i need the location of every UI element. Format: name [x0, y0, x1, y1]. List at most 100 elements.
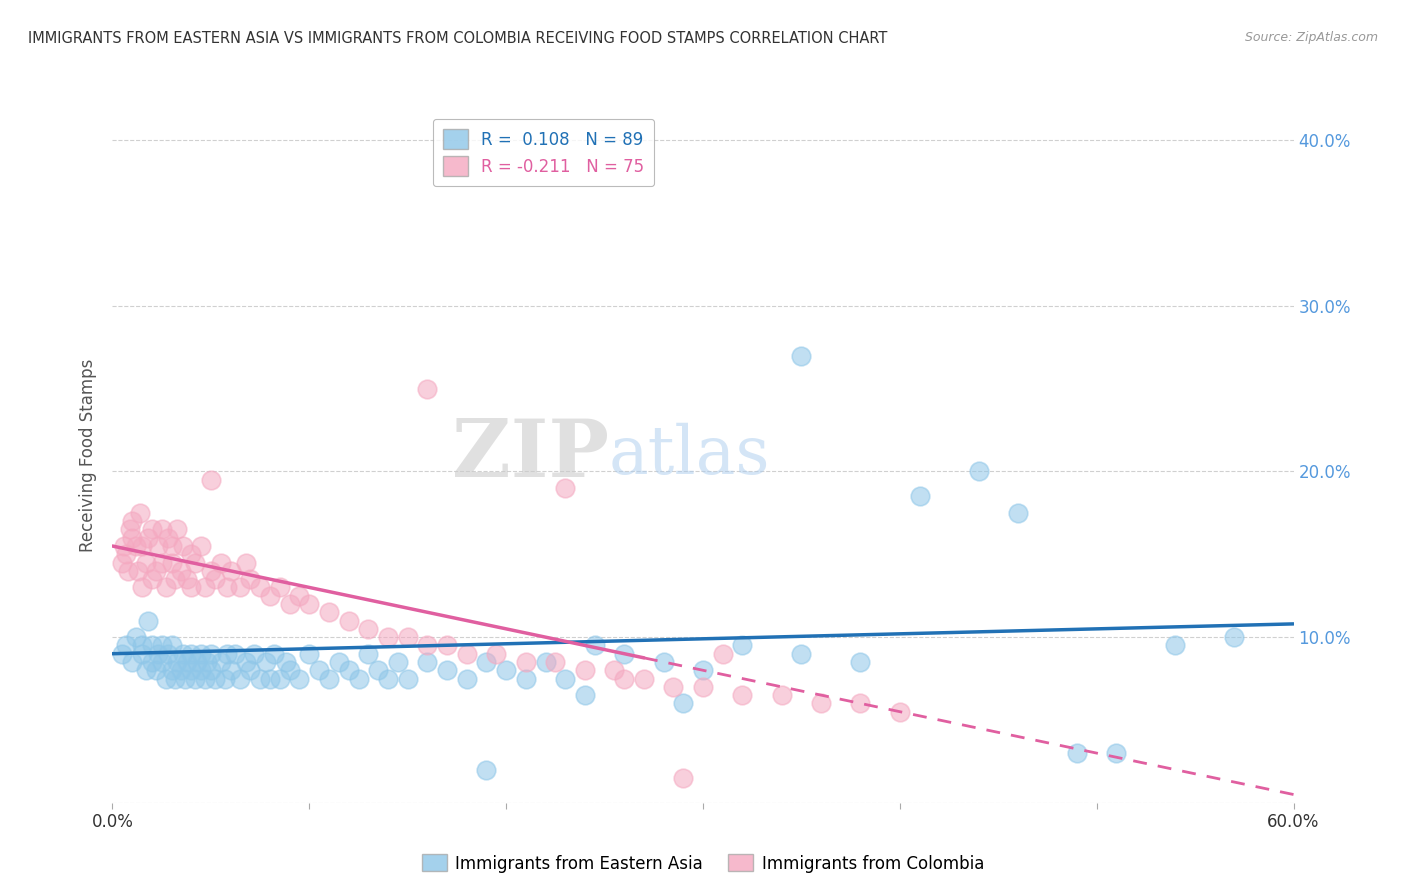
- Point: [711, 647, 734, 661]
- Point: [810, 697, 832, 711]
- Point: [243, 647, 266, 661]
- Point: [731, 688, 754, 702]
- Point: [215, 647, 238, 661]
- Point: [200, 663, 222, 677]
- Point: [186, 655, 208, 669]
- Point: [456, 647, 478, 661]
- Point: [544, 655, 567, 669]
- Point: [125, 539, 148, 553]
- Point: [190, 539, 212, 553]
- Point: [184, 672, 207, 686]
- Point: [160, 539, 183, 553]
- Point: [475, 655, 498, 669]
- Point: [347, 672, 370, 686]
- Point: [849, 697, 872, 711]
- Point: [436, 663, 458, 677]
- Point: [396, 630, 419, 644]
- Point: [141, 639, 163, 653]
- Point: [967, 465, 990, 479]
- Point: [1105, 746, 1128, 760]
- Point: [145, 564, 167, 578]
- Point: [117, 564, 139, 578]
- Point: [166, 655, 188, 669]
- Point: [190, 647, 212, 661]
- Point: [160, 663, 183, 677]
- Point: [239, 572, 262, 586]
- Point: [165, 572, 187, 586]
- Point: [318, 605, 340, 619]
- Point: [849, 655, 872, 669]
- Point: [515, 655, 537, 669]
- Point: [170, 564, 193, 578]
- Point: [416, 382, 439, 396]
- Point: [475, 763, 498, 777]
- Point: [235, 655, 257, 669]
- Point: [172, 539, 194, 553]
- Point: [120, 523, 142, 537]
- Point: [131, 647, 153, 661]
- Point: [377, 672, 399, 686]
- Point: [160, 556, 183, 570]
- Point: [298, 597, 321, 611]
- Point: [672, 697, 695, 711]
- Point: [129, 506, 152, 520]
- Point: [515, 672, 537, 686]
- Point: [288, 672, 311, 686]
- Point: [889, 705, 911, 719]
- Point: [652, 655, 675, 669]
- Point: [184, 556, 207, 570]
- Point: [180, 581, 202, 595]
- Point: [155, 672, 177, 686]
- Point: [790, 349, 813, 363]
- Point: [613, 672, 636, 686]
- Point: [1066, 746, 1088, 760]
- Point: [239, 663, 262, 677]
- Point: [278, 597, 301, 611]
- Point: [204, 572, 226, 586]
- Point: [633, 672, 655, 686]
- Point: [554, 481, 576, 495]
- Point: [692, 663, 714, 677]
- Point: [416, 655, 439, 669]
- Point: [229, 581, 252, 595]
- Point: [180, 547, 202, 561]
- Point: [150, 523, 173, 537]
- Point: [613, 647, 636, 661]
- Point: [176, 572, 198, 586]
- Point: [224, 647, 246, 661]
- Point: [534, 655, 557, 669]
- Point: [131, 581, 153, 595]
- Point: [200, 647, 222, 661]
- Point: [156, 647, 179, 661]
- Point: [112, 539, 135, 553]
- Point: [180, 663, 202, 677]
- Point: [121, 514, 143, 528]
- Point: [145, 663, 167, 677]
- Point: [141, 572, 163, 586]
- Point: [908, 489, 931, 503]
- Point: [131, 539, 153, 553]
- Y-axis label: Receiving Food Stamps: Receiving Food Stamps: [79, 359, 97, 551]
- Point: [357, 622, 380, 636]
- Point: [662, 680, 685, 694]
- Point: [1223, 630, 1246, 644]
- Point: [672, 771, 695, 785]
- Point: [131, 639, 153, 653]
- Point: [254, 655, 277, 669]
- Point: [219, 663, 242, 677]
- Point: [115, 547, 138, 561]
- Point: [337, 614, 360, 628]
- Point: [111, 556, 134, 570]
- Point: [219, 564, 242, 578]
- Point: [174, 672, 197, 686]
- Point: [121, 531, 143, 545]
- Point: [416, 639, 439, 653]
- Point: [259, 589, 281, 603]
- Point: [259, 672, 281, 686]
- Point: [1007, 506, 1029, 520]
- Point: [150, 556, 173, 570]
- Point: [172, 647, 194, 661]
- Point: [308, 663, 330, 677]
- Point: [135, 663, 157, 677]
- Point: [692, 680, 714, 694]
